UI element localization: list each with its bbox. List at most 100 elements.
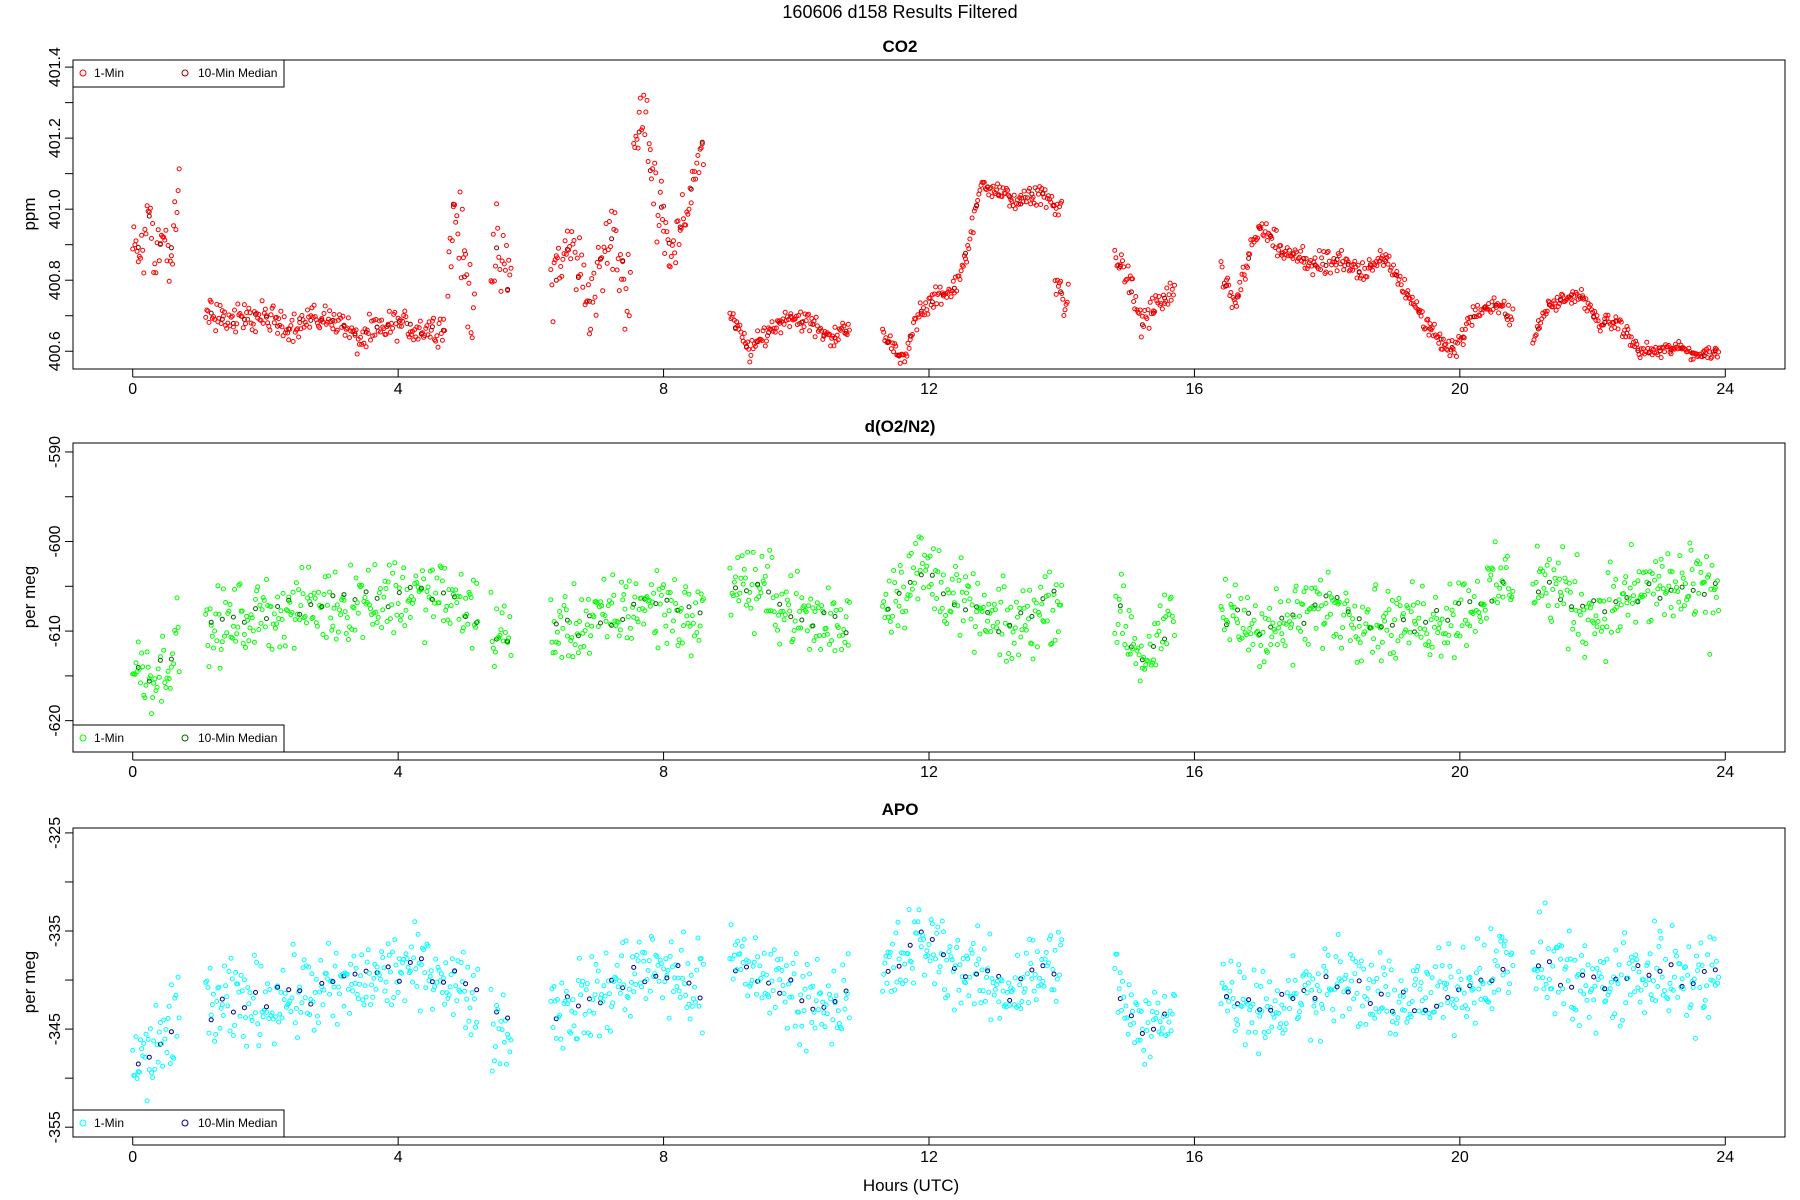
data-point	[1047, 569, 1052, 575]
data-point	[1461, 990, 1467, 996]
data-point	[1239, 271, 1245, 277]
data-point	[257, 1032, 263, 1038]
data-point	[1446, 338, 1452, 344]
data-point	[203, 611, 209, 617]
data-point	[350, 988, 356, 994]
data-point	[1550, 304, 1556, 310]
data-point	[677, 994, 683, 1000]
data-point	[1716, 349, 1722, 355]
data-point	[1662, 612, 1667, 618]
data-point	[561, 251, 567, 257]
data-point	[592, 992, 598, 998]
data-point	[958, 1000, 964, 1006]
data-point	[167, 685, 173, 691]
data-point	[551, 984, 557, 989]
data-point	[611, 592, 617, 598]
data-point	[1225, 620, 1231, 626]
data-point	[233, 638, 239, 644]
data-point	[1312, 997, 1318, 1003]
data-point	[1468, 980, 1474, 986]
data-point	[1662, 988, 1667, 994]
legend-label-median: 10-Min Median	[198, 731, 277, 745]
data-point	[358, 334, 363, 340]
data-point	[1391, 650, 1396, 656]
data-point	[163, 227, 169, 233]
data-point	[289, 610, 295, 615]
data-point	[1650, 591, 1656, 597]
data-point	[606, 219, 612, 224]
data-point	[165, 668, 171, 674]
legend-box	[72, 724, 285, 753]
data-point	[923, 300, 929, 306]
data-point	[1412, 982, 1417, 988]
data-point	[1615, 981, 1621, 987]
data-point	[1701, 579, 1707, 585]
data-point	[454, 213, 460, 219]
data-point	[1448, 974, 1454, 980]
data-point	[352, 980, 358, 986]
data-point	[948, 294, 954, 300]
data-point	[1636, 969, 1642, 975]
data-point	[1436, 625, 1442, 631]
data-point	[934, 596, 940, 601]
data-point	[1282, 249, 1288, 254]
data-point	[1373, 582, 1379, 588]
median-point	[1602, 986, 1608, 992]
median-point	[1007, 194, 1013, 200]
data-point	[1146, 325, 1152, 331]
data-point	[1606, 597, 1612, 603]
data-point	[311, 590, 317, 596]
data-point	[1690, 356, 1696, 362]
data-point	[982, 998, 988, 1004]
data-point	[1138, 643, 1144, 649]
data-point	[1501, 581, 1507, 587]
data-point	[756, 337, 762, 343]
data-point	[161, 647, 167, 653]
data-point	[1434, 616, 1440, 621]
data-point	[990, 183, 996, 189]
data-point	[439, 578, 445, 584]
data-point	[1315, 971, 1321, 977]
data-point	[248, 612, 254, 618]
data-point	[381, 594, 387, 600]
data-point	[212, 316, 218, 322]
data-point	[289, 995, 295, 1001]
data-point	[463, 1025, 469, 1031]
median-point	[1356, 978, 1362, 984]
data-point	[891, 349, 897, 355]
data-point	[1392, 617, 1398, 623]
data-point	[1279, 1002, 1285, 1008]
data-point	[1716, 608, 1722, 613]
data-point	[1027, 587, 1033, 593]
data-point	[1024, 195, 1030, 201]
data-point	[173, 227, 179, 233]
data-point	[247, 990, 253, 996]
data-point	[1594, 313, 1600, 319]
data-point	[929, 921, 935, 927]
data-point	[1500, 303, 1506, 309]
data-point	[472, 996, 477, 1002]
median-point	[1018, 610, 1024, 616]
data-point	[686, 206, 692, 212]
data-point	[801, 603, 807, 609]
data-point	[1440, 1015, 1446, 1020]
data-point	[957, 962, 963, 968]
data-point	[1121, 264, 1127, 270]
data-point	[1407, 1011, 1413, 1017]
data-point	[779, 591, 785, 597]
data-point	[1121, 994, 1127, 1000]
data-point	[1662, 349, 1667, 355]
data-point	[662, 251, 668, 256]
median-point	[135, 244, 141, 250]
x-tick-label: 24	[1716, 381, 1734, 398]
data-point	[965, 243, 971, 248]
data-point	[1323, 969, 1329, 974]
data-point	[212, 1038, 218, 1044]
median-point	[396, 590, 402, 596]
median-point	[587, 613, 592, 619]
data-point	[1420, 601, 1426, 607]
data-point	[1673, 579, 1678, 585]
data-point	[784, 597, 790, 603]
data-point	[1304, 990, 1310, 996]
data-point	[280, 967, 286, 973]
